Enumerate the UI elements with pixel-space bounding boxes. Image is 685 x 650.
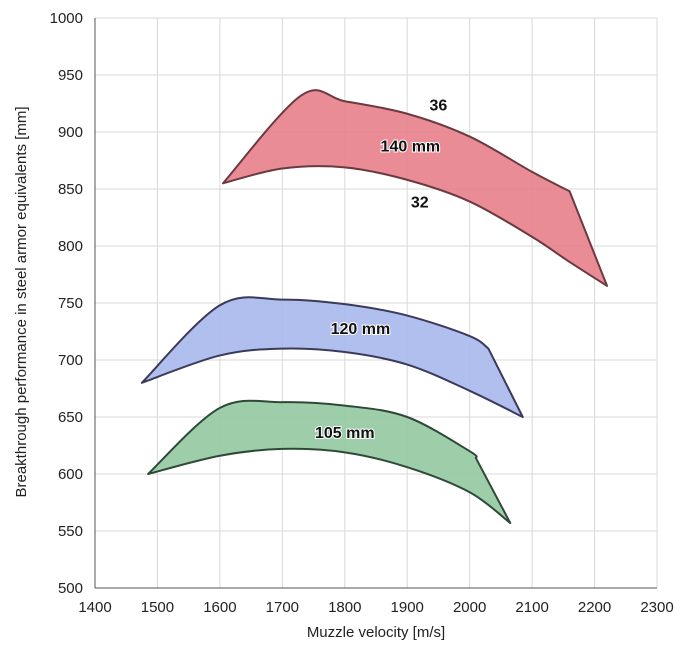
x-tick-label: 1700 [266,599,299,616]
gridlines [94,17,658,589]
x-tick-label: 2000 [453,599,486,616]
y-tick-label: 950 [58,67,83,84]
y-tick-label: 750 [58,295,83,312]
y-tick-label: 800 [58,238,83,255]
x-tick-label: 1800 [328,599,361,616]
y-tick-label: 900 [58,124,83,141]
x-tick-label: 1900 [391,599,424,616]
x-tick-label: 2300 [640,599,673,616]
y-tick-label: 600 [58,466,83,483]
y-tick-label: 700 [58,352,83,369]
y-tick-label: 1000 [50,10,83,27]
axes [94,18,657,589]
x-tick-label: 1400 [78,599,111,616]
annotation-label: 120 mm [331,321,391,338]
x-tick-label: 2100 [515,599,548,616]
x-tick-label: 1500 [141,599,174,616]
series-band-140-mm [222,89,609,287]
series-band-120-mm [140,296,524,418]
y-tick-label: 500 [58,580,83,597]
y-tick-label: 550 [58,523,83,540]
x-tick-label: 1600 [203,599,236,616]
region-annotations: 36 140 mm 32 120 mm 105 mm [314,97,448,443]
x-tick-labels: 1400 1500 1600 1700 1800 1900 2000 2100 2200 2300 [78,599,673,616]
annotation-label: 32 [411,195,429,212]
series-band-105-mm [147,399,512,525]
y-tick-labels: 500 550 600 650 700 750 800 850 900 950 1000 [50,10,83,597]
x-tick-label: 2200 [578,599,611,616]
annotation-label: 140 mm [381,139,441,156]
annotation-label: 105 mm [315,425,375,442]
y-tick-label: 850 [58,181,83,198]
y-axis-label: Breakthrough performance in steel armor … [13,106,30,497]
y-tick-label: 650 [58,409,83,426]
series-areas [140,89,609,525]
annotation-label: 36 [430,98,448,115]
x-axis-label: Muzzle velocity [m/s] [307,624,445,641]
